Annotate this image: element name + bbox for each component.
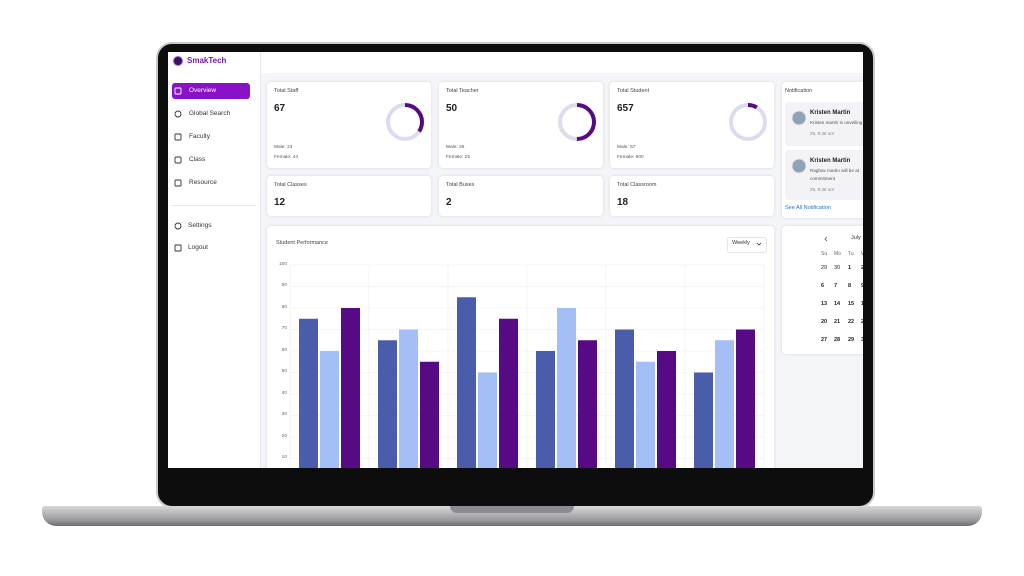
count-card bbox=[439, 176, 603, 216]
calendar-day[interactable]: 16 bbox=[861, 301, 863, 308]
notification-name: Kristen Martin bbox=[810, 158, 851, 164]
screen: SmakTech Overview Global Search Faculty Clas… bbox=[168, 52, 863, 468]
period-label[interactable]: Weekly bbox=[732, 240, 750, 247]
stat-value: 657 bbox=[617, 103, 634, 114]
y-tick-label: 60 bbox=[281, 347, 287, 353]
nav-item[interactable]: Class bbox=[189, 155, 206, 163]
sidebar bbox=[168, 52, 261, 468]
laptop-notch bbox=[450, 506, 574, 513]
notification-message: Raghav martin will be at bbox=[810, 167, 860, 173]
count-value: 12 bbox=[274, 197, 286, 208]
nav-item[interactable]: Faculty bbox=[189, 132, 210, 140]
calendar-day[interactable]: 30 bbox=[861, 337, 863, 344]
stat-male: Male: 23 bbox=[274, 144, 293, 150]
stat-female: Female: 600 bbox=[617, 154, 644, 160]
y-tick-label: 100 bbox=[278, 261, 287, 267]
brand-name: SmakTech bbox=[187, 56, 227, 65]
nav-item[interactable]: Logout bbox=[188, 243, 208, 251]
nav-item[interactable]: Resource bbox=[189, 178, 217, 186]
y-tick-label: 30 bbox=[281, 412, 287, 418]
nav-item[interactable]: Global Search bbox=[189, 109, 231, 117]
calendar-day[interactable]: 13 bbox=[821, 301, 828, 308]
y-tick-label: 90 bbox=[281, 283, 287, 289]
calendar-day[interactable]: 7 bbox=[834, 283, 838, 290]
stat-value: 67 bbox=[274, 103, 286, 114]
stat-male: Male: 25 bbox=[446, 144, 465, 150]
stat-female: Female: 25 bbox=[446, 154, 470, 160]
calendar-day[interactable]: 28 bbox=[834, 337, 841, 344]
count-title: Total Classroom bbox=[617, 182, 657, 189]
y-tick-label: 40 bbox=[281, 390, 287, 396]
notification-item[interactable] bbox=[785, 150, 863, 200]
calendar-day[interactable]: 9 bbox=[861, 283, 863, 290]
calendar-day[interactable]: 30 bbox=[834, 265, 841, 272]
notification-time: 29, 9:48 am bbox=[810, 130, 835, 136]
count-value: 18 bbox=[617, 197, 629, 208]
calendar-day[interactable]: 8 bbox=[848, 283, 852, 290]
weekday-label: We bbox=[861, 251, 863, 257]
calendar-day[interactable]: 27 bbox=[821, 337, 828, 344]
calendar-day[interactable]: 14 bbox=[834, 301, 841, 308]
calendar-day[interactable]: 20 bbox=[821, 319, 828, 326]
nav-item[interactable]: Overview bbox=[189, 86, 217, 94]
nav-item[interactable]: Settings bbox=[188, 221, 212, 229]
weekday-label: Su bbox=[821, 250, 828, 257]
calendar-month: July bbox=[851, 235, 861, 242]
count-card bbox=[267, 176, 431, 216]
y-tick-label: 50 bbox=[281, 369, 287, 375]
stat-title: Total Staff bbox=[274, 88, 299, 95]
calendar-day[interactable]: 6 bbox=[821, 283, 825, 290]
top-bar bbox=[261, 52, 863, 73]
count-value: 2 bbox=[446, 197, 452, 208]
y-tick-label: 20 bbox=[281, 433, 287, 439]
count-title: Total Buses bbox=[446, 182, 475, 189]
sidebar-divider bbox=[172, 205, 256, 206]
period-select[interactable] bbox=[727, 237, 767, 253]
calendar-day[interactable]: 1 bbox=[848, 265, 852, 272]
calendar-day[interactable]: 22 bbox=[848, 319, 855, 326]
stat-title: Total Student bbox=[617, 88, 650, 95]
calendar-day[interactable]: 15 bbox=[848, 301, 855, 308]
calendar-panel bbox=[782, 226, 863, 354]
calendar-day[interactable]: 23 bbox=[861, 319, 863, 326]
calendar-day[interactable]: 29 bbox=[848, 337, 855, 344]
notification-name: Kristen Martin bbox=[810, 110, 851, 116]
count-title: Total Classes bbox=[274, 182, 307, 189]
stat-male: Male: 57 bbox=[617, 144, 636, 150]
see-all-link[interactable]: See All Notification bbox=[785, 205, 831, 212]
notification-message: commitment bbox=[810, 175, 836, 181]
weekday-label: Mo bbox=[834, 250, 841, 257]
weekday-label: Tu bbox=[848, 250, 854, 257]
active-nav-bg bbox=[172, 83, 250, 99]
notification-message: Kristen martin is unveiling bbox=[810, 119, 863, 125]
calendar-day[interactable]: 29 bbox=[821, 265, 828, 272]
dashboard: SmakTech Overview Global Search Faculty Clas… bbox=[168, 52, 863, 468]
count-card bbox=[610, 176, 774, 216]
calendar-day[interactable]: 2 bbox=[861, 265, 863, 272]
chart-title: Student Performance bbox=[276, 240, 328, 247]
y-tick-label: 10 bbox=[281, 455, 287, 461]
stat-female: Female: 44 bbox=[274, 154, 298, 160]
y-tick-label: 70 bbox=[281, 326, 287, 332]
stat-value: 50 bbox=[446, 103, 458, 114]
notification-title: Notification bbox=[785, 88, 813, 95]
chart-panel bbox=[267, 226, 774, 468]
stat-title: Total Teacher bbox=[446, 88, 479, 95]
laptop-base bbox=[42, 506, 982, 526]
notification-time: 29, 9:48 am bbox=[810, 186, 835, 192]
y-tick-label: 80 bbox=[281, 304, 287, 310]
calendar-day[interactable]: 21 bbox=[834, 319, 841, 326]
